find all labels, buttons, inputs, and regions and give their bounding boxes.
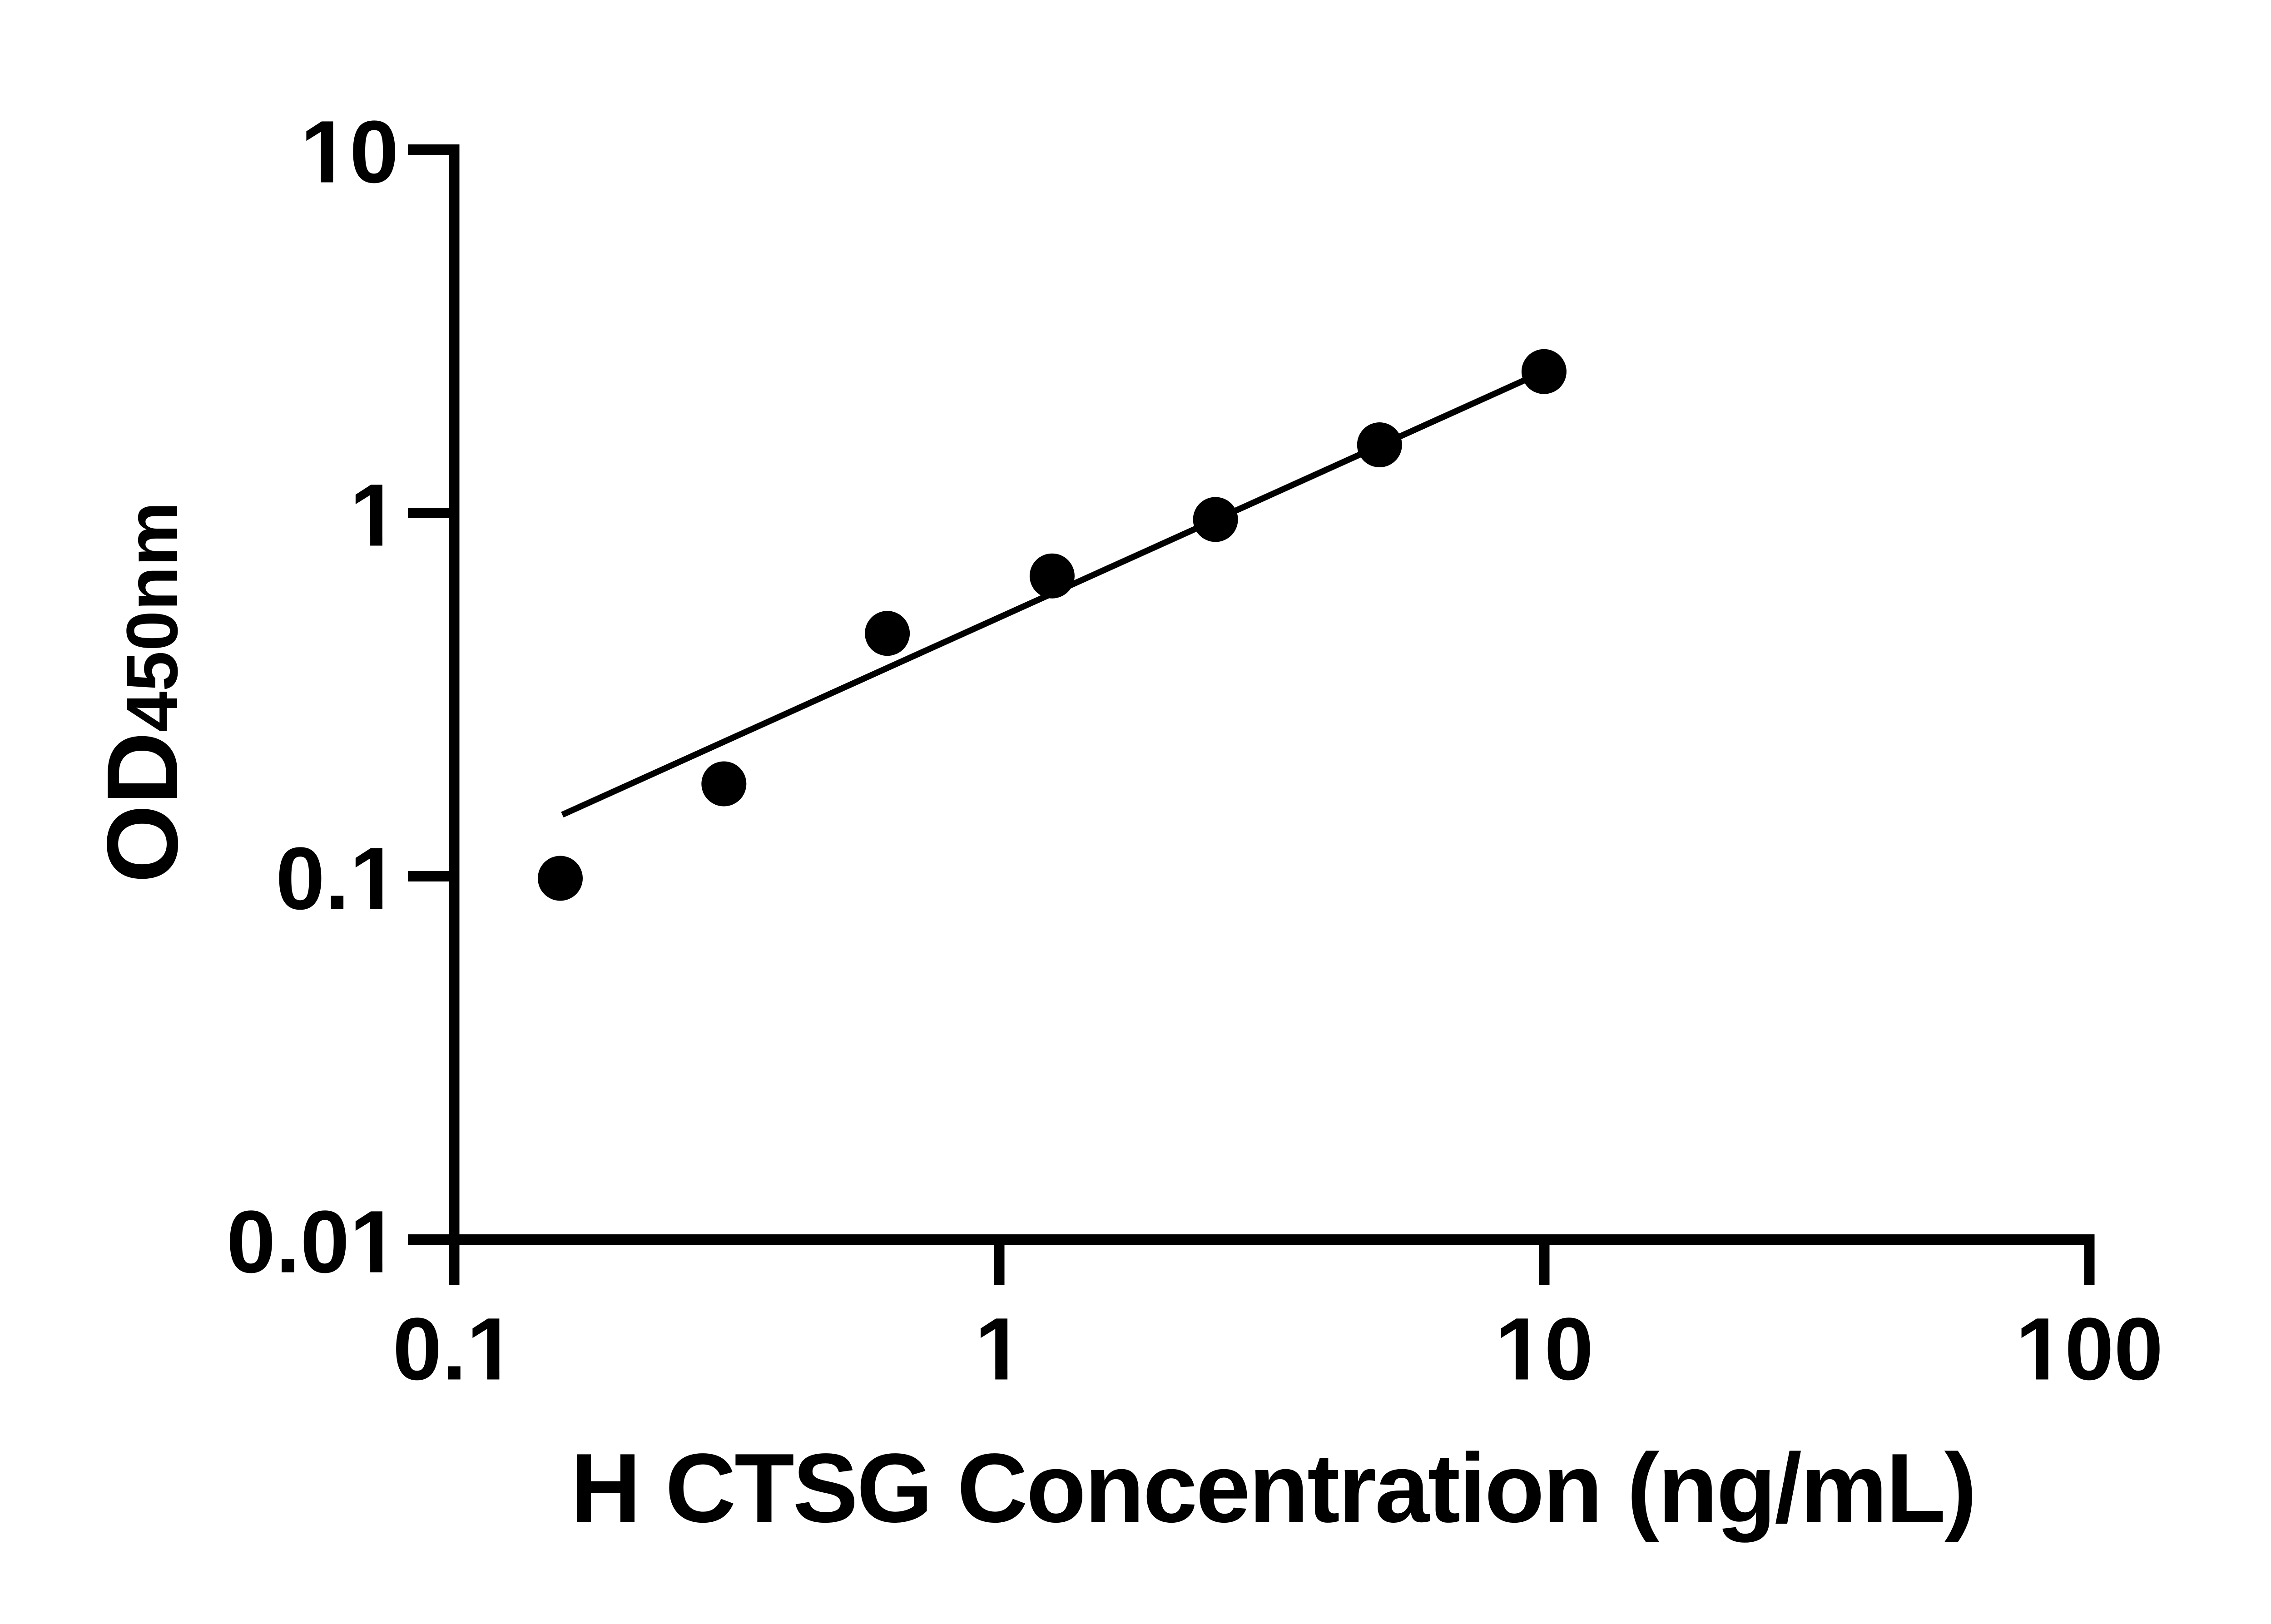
svg-text:100: 100 — [2015, 1300, 2163, 1399]
svg-text:10: 10 — [1495, 1300, 1594, 1399]
svg-text:1: 1 — [975, 1300, 1024, 1399]
svg-text:0.1: 0.1 — [392, 1300, 516, 1399]
svg-text:0.1: 0.1 — [276, 829, 399, 928]
svg-text:H CTSG Concentration (ng/mL): H CTSG Concentration (ng/mL) — [570, 1433, 1977, 1543]
svg-text:0.01: 0.01 — [226, 1193, 399, 1292]
svg-text:1: 1 — [350, 466, 399, 565]
svg-text:10: 10 — [300, 103, 399, 202]
